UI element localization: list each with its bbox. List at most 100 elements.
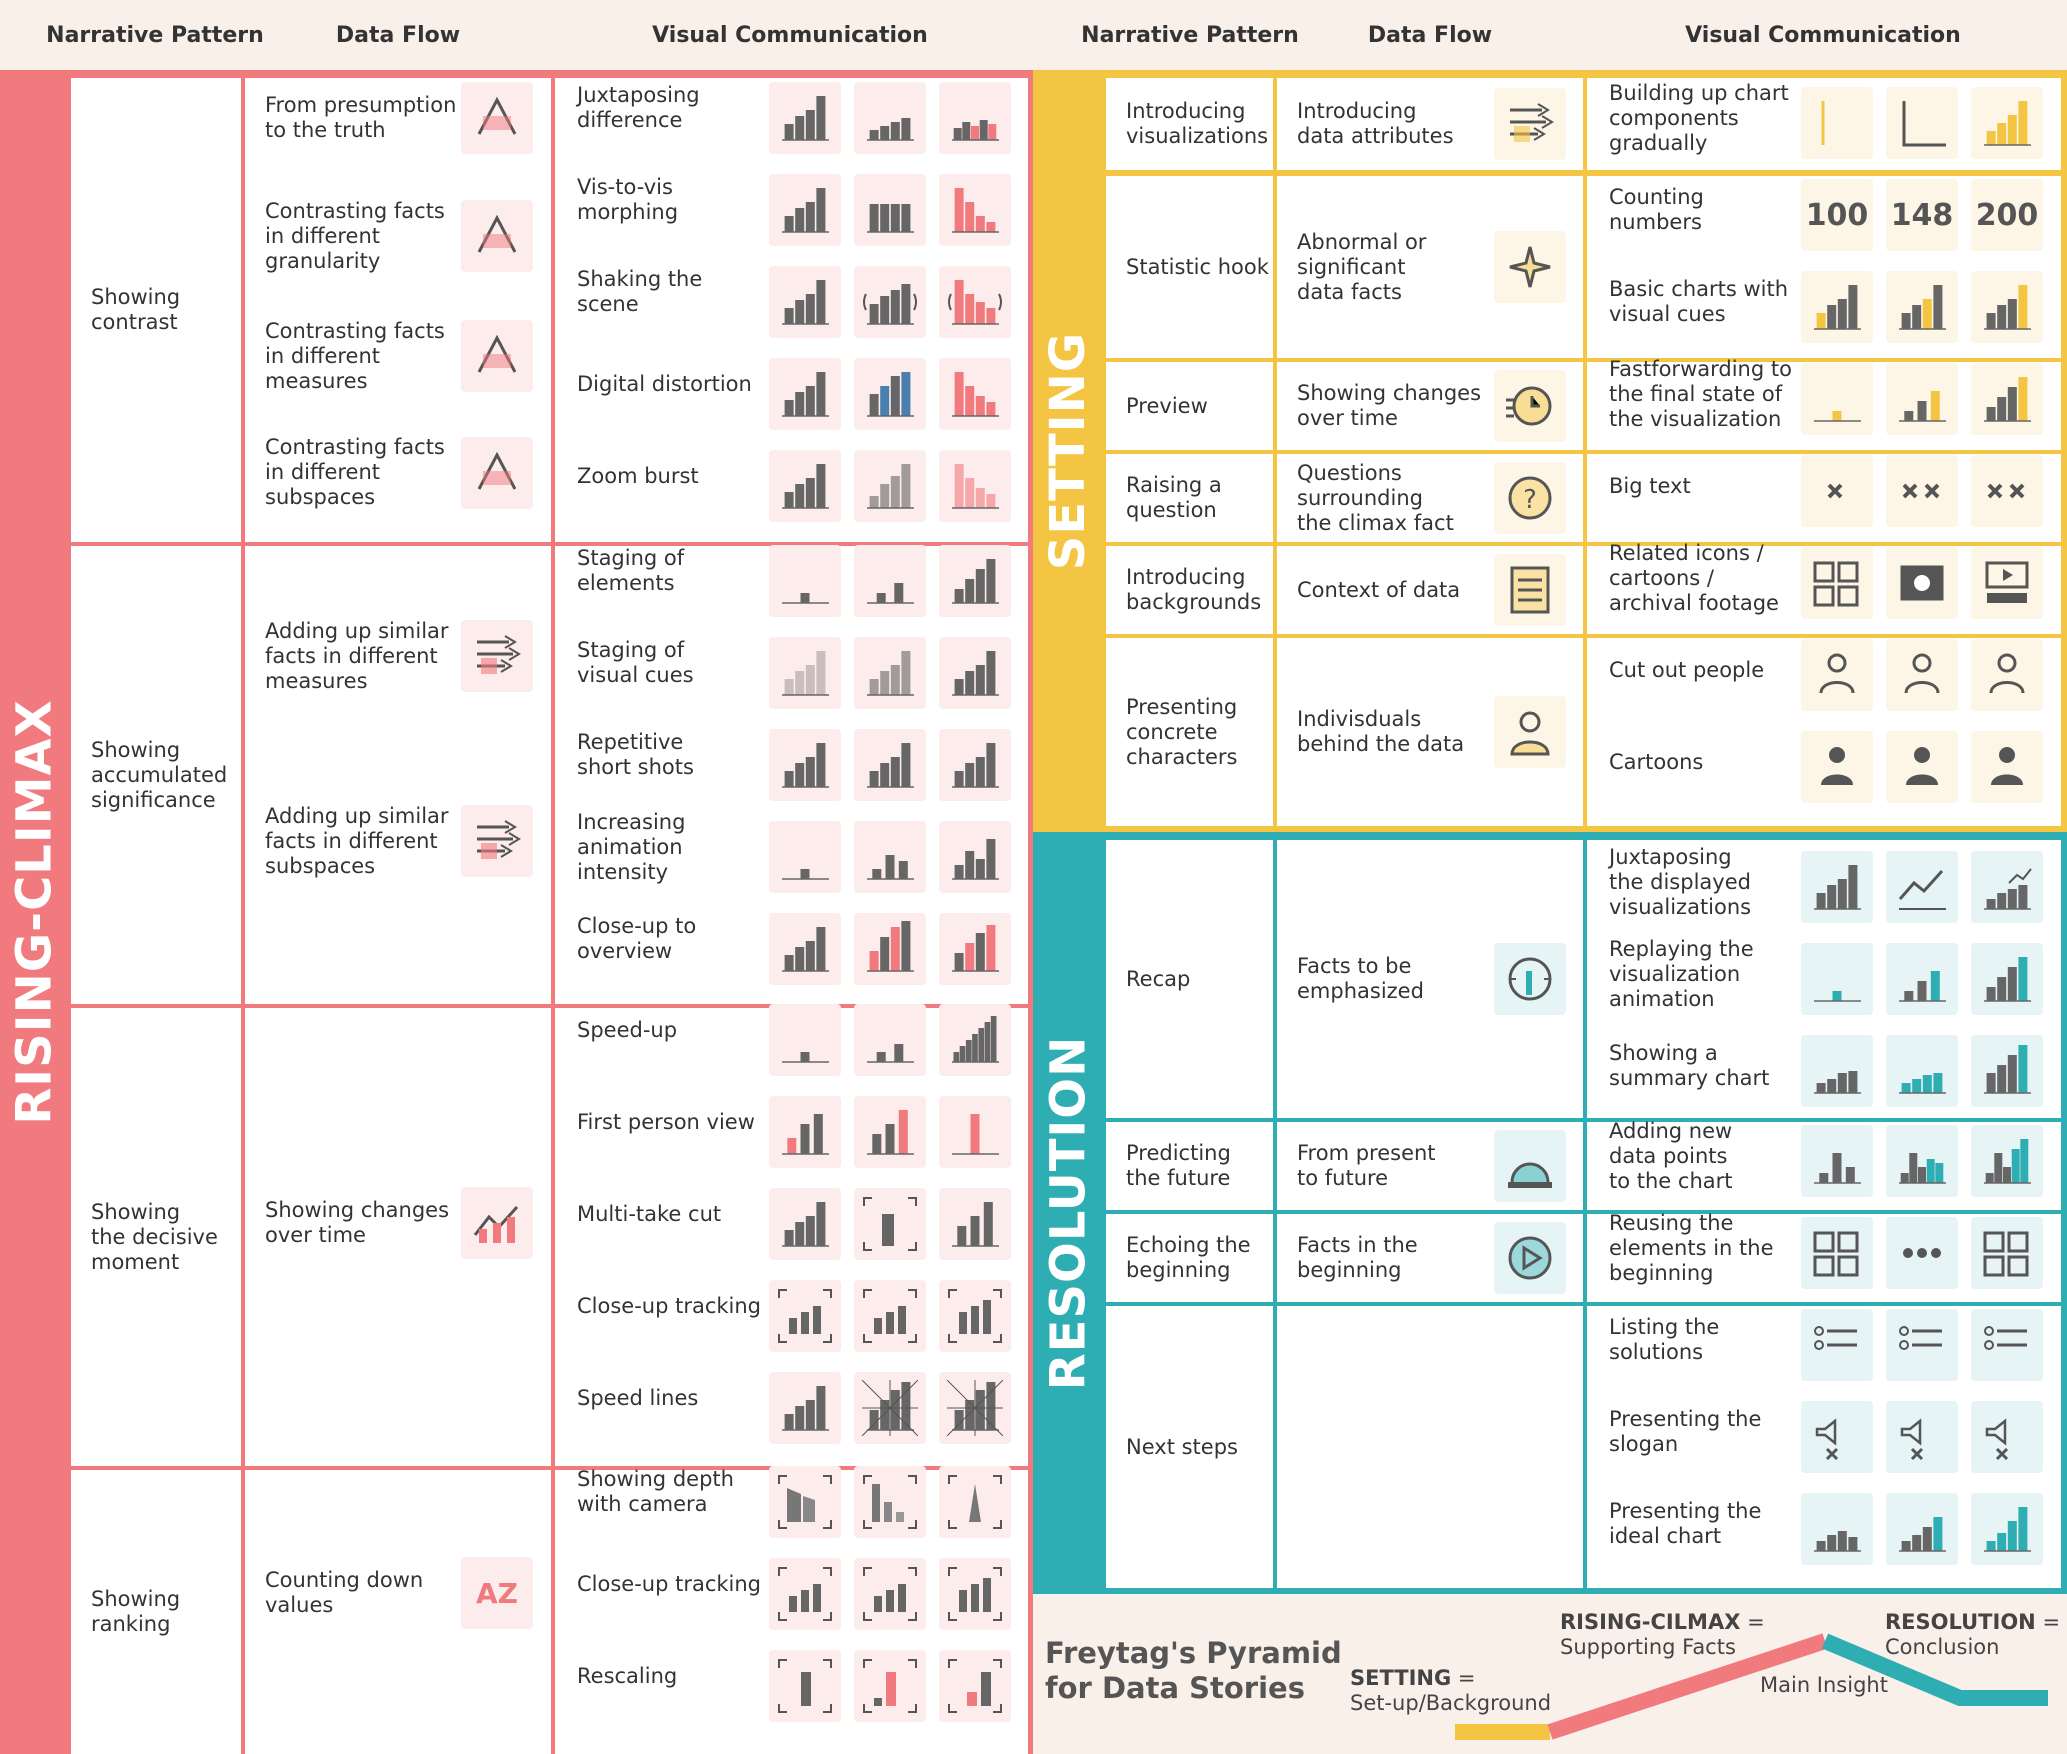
resolution-visual-thumb-3-2-0-graphic bbox=[1827, 1535, 1837, 1551]
resolution-visual-thumb-0-1-0-graphic bbox=[1814, 991, 1861, 1002]
rising-visual-thumb-2-2-1-graphic bbox=[863, 1197, 917, 1251]
setting-visual-thumb-5-1-2 bbox=[1971, 731, 2043, 803]
rising-visual-thumb-2-3-0-graphic bbox=[801, 1312, 809, 1334]
setting-visual-thumb-5-1-0-graphic bbox=[1821, 747, 1853, 785]
rising-flow-icon-0-1-graphic bbox=[483, 234, 511, 248]
setting-visual-thumb-0-0-1-graphic bbox=[1902, 101, 1946, 147]
resolution-visual-thumb-0-0-0-graphic bbox=[1816, 893, 1826, 909]
setting-visual-thumb-1-0-1-graphic: 148 bbox=[1890, 197, 1954, 233]
rising-visual-thumb-1-0-1-graphic bbox=[876, 593, 886, 603]
setting-visual-thumb-1-0-0-graphic: 100 bbox=[1805, 197, 1869, 233]
rising-visual-thumb-3-1-1-graphic bbox=[886, 1590, 894, 1612]
rising-visual-thumb-3-1-0-graphic bbox=[789, 1596, 797, 1612]
rising-visual-thumb-2-3-1-graphic bbox=[898, 1306, 906, 1334]
resolution-visual-thumb-2-0-0-graphic bbox=[1837, 1231, 1859, 1253]
rising-visual-label-3-1: Close-up tracking bbox=[577, 1571, 762, 1596]
resolution-visual-thumb-0-0-0-graphic bbox=[1814, 865, 1861, 910]
rising-visual-thumb-0-1-0 bbox=[769, 174, 841, 246]
resolution-visual-thumb-0-0-2-graphic bbox=[1984, 868, 2032, 910]
resolution-pattern-cell-0 bbox=[1106, 840, 1273, 1118]
setting-visual-thumb-2-0-2-graphic bbox=[1986, 407, 1996, 421]
resolution-flow-label-1: From present to future bbox=[1297, 1141, 1436, 1190]
resolution-visual-thumb-2-0-2-graphic bbox=[1983, 1231, 2029, 1277]
resolution-visual-thumb-3-0-2 bbox=[1971, 1309, 2043, 1381]
setting-visual-thumb-1-0-1: 148 bbox=[1886, 179, 1958, 251]
rising-visual-thumb-0-4-2-graphic bbox=[952, 464, 999, 509]
setting-visual-thumb-0-0-2 bbox=[1971, 87, 2043, 159]
resolution-visual-thumb-0-2-2-graphic bbox=[2007, 1055, 2017, 1093]
rising-visual-thumb-0-1-0-graphic bbox=[795, 208, 805, 232]
setting-flow-label-2: Showing changes over time bbox=[1297, 381, 1482, 430]
setting-visual-thumb-5-0-0 bbox=[1801, 639, 1873, 711]
rising-visual-thumb-0-4-0-graphic bbox=[784, 492, 794, 508]
rising-visual-thumb-0-2-1-graphic bbox=[901, 284, 911, 324]
rising-flow-icon-0-3-graphic bbox=[483, 470, 511, 485]
setting-visual-thumb-2-0-2-graphic bbox=[1997, 397, 2007, 421]
rising-visual-thumb-1-1-0-graphic bbox=[784, 679, 794, 695]
rising-visual-thumb-1-2-1-graphic bbox=[880, 763, 890, 787]
rising-visual-thumb-0-0-1-graphic bbox=[880, 126, 890, 140]
rising-visual-thumb-2-2-0-graphic bbox=[805, 1216, 815, 1246]
resolution-visual-thumb-2-0-0 bbox=[1801, 1217, 1873, 1289]
rising-visual-thumb-3-1-0-graphic bbox=[778, 1567, 832, 1621]
rising-flow-label-2-0: Showing changes over time bbox=[265, 1197, 450, 1247]
resolution-flow-icon-0 bbox=[1494, 943, 1566, 1015]
setting-visual-thumb-1-1-0 bbox=[1801, 271, 1873, 343]
rising-pattern-1: Showing accumulated significance bbox=[91, 737, 228, 812]
rising-flow-cell-1 bbox=[245, 546, 551, 1004]
rising-visual-thumb-3-0-2-graphic bbox=[969, 1484, 981, 1522]
rising-visual-thumb-1-0-2 bbox=[939, 545, 1011, 617]
rising-visual-thumb-3-0-0-graphic bbox=[778, 1475, 832, 1529]
rising-visual-label-1-0: Staging of elements bbox=[577, 546, 685, 595]
resolution-visual-thumb-3-2-0-graphic bbox=[1814, 1531, 1861, 1552]
rising-visual-thumb-1-4-0-graphic bbox=[805, 941, 815, 971]
resolution-visual-thumb-0-0-2 bbox=[1971, 851, 2043, 923]
legend-rising-key: RISING-CILMAX bbox=[1560, 1610, 1741, 1634]
setting-flow-label-4: Context of data bbox=[1297, 577, 1461, 602]
resolution-visual-thumb-0-2-1-graphic bbox=[1899, 1073, 1946, 1094]
resolution-visual-thumb-1-0-2-graphic bbox=[1984, 1139, 2031, 1184]
rising-visual-thumb-2-4-0 bbox=[769, 1372, 841, 1444]
setting-visual-thumb-1-1-2-graphic bbox=[2007, 299, 2017, 329]
rising-visual-thumb-2-2-2-graphic bbox=[952, 1202, 999, 1247]
setting-pattern-cell-1 bbox=[1106, 176, 1273, 358]
rising-visual-label-2-4: Speed lines bbox=[577, 1385, 699, 1410]
resolution-visual-thumb-3-2-2-graphic bbox=[1997, 1533, 2007, 1551]
resolution-visual-thumb-3-0-2-graphic bbox=[1984, 1326, 2027, 1350]
setting-visual-thumb-3-0-0 bbox=[1801, 455, 1873, 527]
setting-pattern-5: Presenting concrete characters bbox=[1126, 694, 1238, 769]
rising-visual-thumb-2-4-2-graphic bbox=[947, 1380, 1003, 1436]
setting-flow-icon-3-graphic: ? bbox=[1523, 485, 1537, 515]
setting-visual-thumb-2-0-1-graphic bbox=[1930, 391, 1940, 421]
setting-visual-thumb-1-1-0-graphic bbox=[1848, 285, 1858, 329]
resolution-visual-label-3-0: Listing the solutions bbox=[1609, 1315, 1720, 1364]
resolution-visual-thumb-3-1-2 bbox=[1971, 1401, 2043, 1473]
rising-visual-thumb-1-4-1 bbox=[854, 913, 926, 985]
setting-visual-thumb-5-1-1 bbox=[1886, 731, 1958, 803]
rising-visual-thumb-3-2-0-graphic bbox=[778, 1659, 832, 1713]
setting-visual-thumb-5-1-2-graphic bbox=[1999, 747, 2015, 763]
rising-visual-label-0-0: Juxtaposing difference bbox=[577, 83, 700, 132]
resolution-visual-thumb-0-1-1-graphic bbox=[1904, 991, 1914, 1001]
resolution-visual-thumb-3-2-1-graphic bbox=[1933, 1517, 1943, 1551]
rising-flow-icon-2-0-graphic bbox=[479, 1228, 487, 1243]
rising-flow-icon-3-0-graphic: AZ bbox=[476, 1577, 518, 1610]
setting-visual-thumb-5-0-0-graphic bbox=[1819, 681, 1855, 694]
rising-visual-label-1-2: Repetitive short shots bbox=[577, 730, 694, 779]
resolution-visual-thumb-2-0-1-graphic bbox=[1917, 1248, 1927, 1258]
rising-visual-thumb-3-0-2-graphic bbox=[948, 1475, 1002, 1529]
header-visual-communication-right: Visual Communication bbox=[1685, 22, 1961, 48]
rising-visual-thumb-1-3-1-graphic bbox=[867, 855, 914, 880]
setting-visual-thumb-5-1-1-graphic bbox=[1914, 747, 1930, 763]
rising-visual-thumb-2-2-2-graphic bbox=[957, 1226, 967, 1246]
resolution-visual-thumb-0-0-2-graphic bbox=[2008, 868, 2032, 884]
rising-visual-thumb-2-4-0-graphic bbox=[782, 1386, 829, 1431]
setting-visual-thumb-2-0-1-graphic bbox=[1904, 411, 1914, 421]
resolution-visual-thumb-3-2-1-graphic bbox=[1899, 1517, 1946, 1552]
resolution-visual-thumb-0-2-0-graphic bbox=[1827, 1079, 1837, 1093]
setting-visual-thumb-2-0-1-graphic bbox=[1917, 401, 1927, 421]
rising-visual-thumb-1-3-0 bbox=[769, 821, 841, 893]
rising-visual-thumb-2-4-2-graphic bbox=[965, 1400, 975, 1430]
resolution-visual-thumb-0-0-0-graphic bbox=[1827, 885, 1837, 909]
setting-visual-thumb-5-1-0-graphic bbox=[1829, 747, 1845, 763]
